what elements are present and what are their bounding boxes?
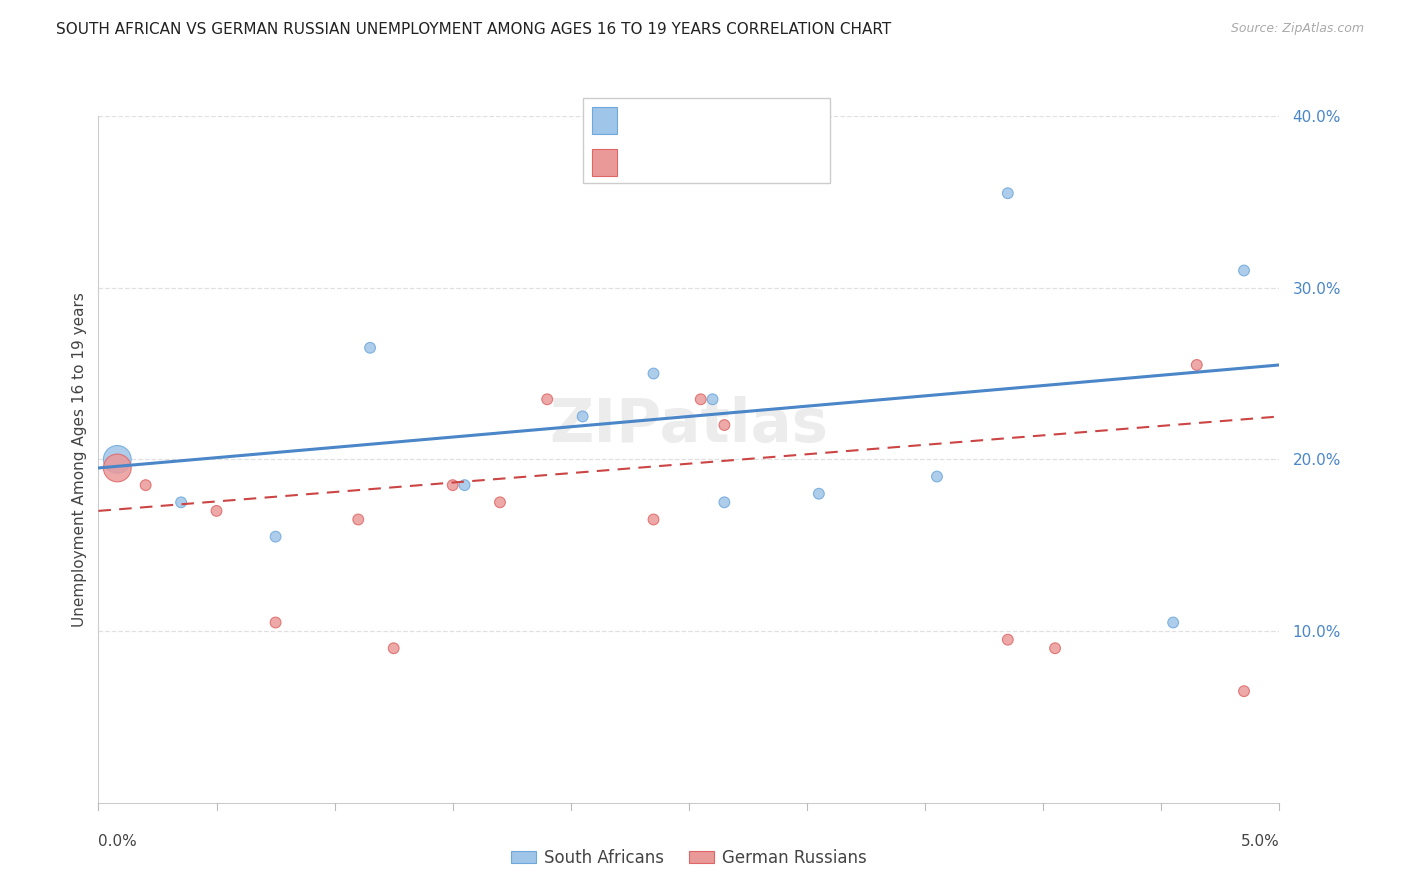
Point <box>1043 641 1066 656</box>
Point <box>536 392 558 407</box>
Point <box>997 632 1019 647</box>
Point <box>925 469 948 483</box>
Point <box>997 186 1019 201</box>
Point <box>489 495 512 509</box>
Point <box>689 392 711 407</box>
Point <box>105 452 128 467</box>
Point <box>359 341 381 355</box>
Point <box>1233 684 1256 698</box>
Point <box>643 367 665 381</box>
Point <box>643 512 665 526</box>
Text: N = 14: N = 14 <box>718 112 776 129</box>
Text: ZIPatlas: ZIPatlas <box>550 395 828 455</box>
Point <box>713 417 735 433</box>
Point <box>135 478 157 492</box>
Point <box>264 615 287 630</box>
Point <box>453 478 475 492</box>
Point <box>1161 615 1184 630</box>
Y-axis label: Unemployment Among Ages 16 to 19 years: Unemployment Among Ages 16 to 19 years <box>72 292 87 627</box>
Point <box>807 487 830 501</box>
Point <box>702 392 724 407</box>
Point <box>1233 263 1256 277</box>
Point <box>205 504 228 518</box>
Text: R = 0.197: R = 0.197 <box>627 153 710 171</box>
Point <box>382 641 405 656</box>
Point <box>441 478 464 492</box>
Text: 5.0%: 5.0% <box>1240 834 1279 849</box>
Text: SOUTH AFRICAN VS GERMAN RUSSIAN UNEMPLOYMENT AMONG AGES 16 TO 19 YEARS CORRELATI: SOUTH AFRICAN VS GERMAN RUSSIAN UNEMPLOY… <box>56 22 891 37</box>
Legend: South Africans, German Russians: South Africans, German Russians <box>505 842 873 873</box>
Point <box>264 530 287 544</box>
Point <box>1185 358 1208 372</box>
Point <box>347 512 370 526</box>
Text: 0.0%: 0.0% <box>98 834 138 849</box>
Point <box>571 409 593 424</box>
Point <box>170 495 193 509</box>
Point <box>713 495 735 509</box>
Point <box>105 461 128 475</box>
Text: Source: ZipAtlas.com: Source: ZipAtlas.com <box>1230 22 1364 36</box>
Text: R = 0.182: R = 0.182 <box>627 112 710 129</box>
Text: N = 16: N = 16 <box>718 153 776 171</box>
